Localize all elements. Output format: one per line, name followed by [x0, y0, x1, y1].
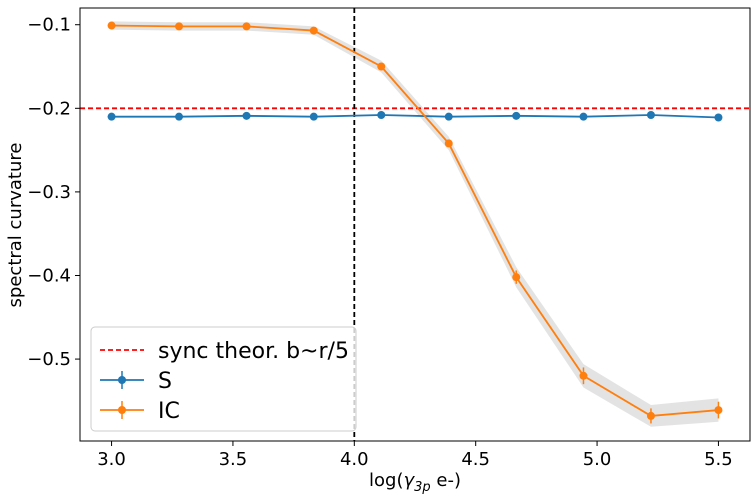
- data-point-ic: [242, 22, 251, 31]
- legend-box: [90, 326, 357, 432]
- data-point-s: [377, 110, 386, 119]
- x-tick-label: 3.0: [97, 449, 126, 470]
- legend: sync theor. b~r/5 S IC: [90, 326, 357, 432]
- y-tick-label: −0.1: [27, 15, 71, 36]
- series-line-s: [111, 114, 719, 119]
- axis-ticks: 3.0 3.5 4.0 4.5 5.0 5.5 −0.1 −0.2 −0.3 −0.4 −0.5: [27, 15, 732, 470]
- data-point-ic: [512, 273, 521, 282]
- x-tick-label: 4.5: [461, 449, 490, 470]
- data-point-ic: [309, 26, 318, 35]
- data-point-ic: [175, 22, 184, 31]
- data-point-ic: [377, 62, 386, 71]
- data-point-ic: [714, 406, 723, 415]
- y-tick-label: −0.5: [27, 349, 71, 370]
- y-tick-label: −0.4: [27, 265, 71, 286]
- data-point-s: [309, 112, 318, 121]
- x-axis-label: log(γ3p e-): [369, 470, 461, 495]
- data-point-s: [646, 110, 655, 119]
- legend-label-ic: IC: [158, 399, 180, 424]
- legend-label-s: S: [158, 369, 172, 394]
- series-line-ic: [111, 24, 719, 417]
- data-point-ic: [646, 411, 655, 420]
- legend-marker-s: [118, 376, 126, 384]
- x-tick-label: 5.0: [583, 449, 612, 470]
- data-point-s: [512, 111, 521, 120]
- x-tick-label: 5.5: [704, 449, 733, 470]
- data-point-s: [579, 112, 588, 121]
- legend-label-sync-theory: sync theor. b~r/5: [158, 339, 349, 364]
- legend-marker-ic: [118, 406, 126, 414]
- data-point-s: [175, 112, 184, 121]
- plot-frame: [79, 7, 751, 442]
- data-point-ic: [444, 139, 453, 148]
- ic-uncertainty-band: [111, 21, 719, 427]
- y-tick-label: −0.3: [27, 182, 71, 203]
- data-point-s: [242, 111, 251, 120]
- data-point-s: [444, 112, 453, 121]
- data-point-s: [107, 112, 116, 121]
- data-point-ic: [579, 371, 588, 380]
- x-tick-label: 3.5: [219, 449, 248, 470]
- x-tick-label: 4.0: [340, 449, 369, 470]
- data-point-s: [714, 113, 723, 122]
- data-point-ic: [107, 21, 116, 30]
- y-axis-label: spectral curvature: [5, 143, 26, 308]
- y-tick-label: −0.2: [27, 98, 71, 119]
